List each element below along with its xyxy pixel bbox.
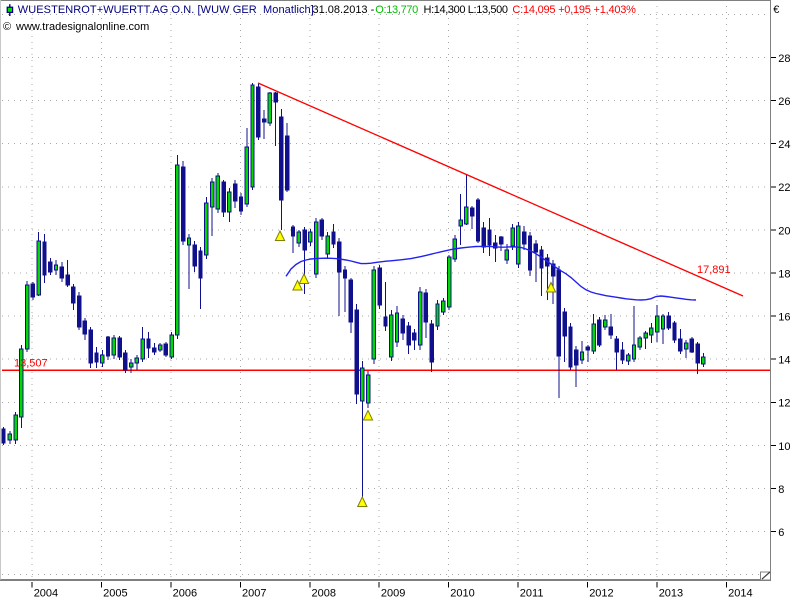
svg-text:2013: 2013 xyxy=(659,588,683,600)
svg-text:2005: 2005 xyxy=(103,588,127,600)
svg-text:26: 26 xyxy=(778,96,790,108)
svg-text:€: € xyxy=(773,4,779,16)
svg-text:2009: 2009 xyxy=(381,588,405,600)
svg-text:13,507: 13,507 xyxy=(14,358,48,370)
svg-text:2014: 2014 xyxy=(728,588,752,600)
svg-text:www.tradesignalonline.com: www.tradesignalonline.com xyxy=(15,21,149,33)
svg-text:12: 12 xyxy=(778,398,790,410)
svg-text:6: 6 xyxy=(778,527,784,539)
svg-text:8: 8 xyxy=(778,484,784,496)
svg-text:24: 24 xyxy=(778,139,790,151)
svg-text:31.08.2013 -: 31.08.2013 - xyxy=(313,4,375,16)
svg-text:14: 14 xyxy=(778,355,790,367)
svg-text:2010: 2010 xyxy=(450,588,474,600)
svg-text:17,891: 17,891 xyxy=(697,264,731,276)
svg-text:28: 28 xyxy=(778,53,790,65)
svg-text:H:14,300 L:13,500: H:14,300 L:13,500 xyxy=(424,4,509,16)
svg-text:WUESTENROT+WUERTT.AG O.N. [WUW: WUESTENROT+WUERTT.AG O.N. [WUW GER Monat… xyxy=(18,4,314,16)
svg-text:18: 18 xyxy=(778,268,790,280)
svg-text:16: 16 xyxy=(778,312,790,324)
svg-text:O:13,770: O:13,770 xyxy=(375,4,418,16)
svg-text:2004: 2004 xyxy=(34,588,58,600)
svg-text:2011: 2011 xyxy=(520,588,544,600)
svg-text:2012: 2012 xyxy=(589,588,613,600)
svg-text:2006: 2006 xyxy=(173,588,197,600)
svg-text:10: 10 xyxy=(778,441,790,453)
svg-text:©: © xyxy=(3,21,11,33)
svg-text:2008: 2008 xyxy=(312,588,336,600)
svg-text:22: 22 xyxy=(778,182,790,194)
svg-text:C:14,095 +0,195 +1,403%: C:14,095 +0,195 +1,403% xyxy=(512,4,636,16)
svg-text:2007: 2007 xyxy=(242,588,266,600)
svg-text:20: 20 xyxy=(778,225,790,237)
